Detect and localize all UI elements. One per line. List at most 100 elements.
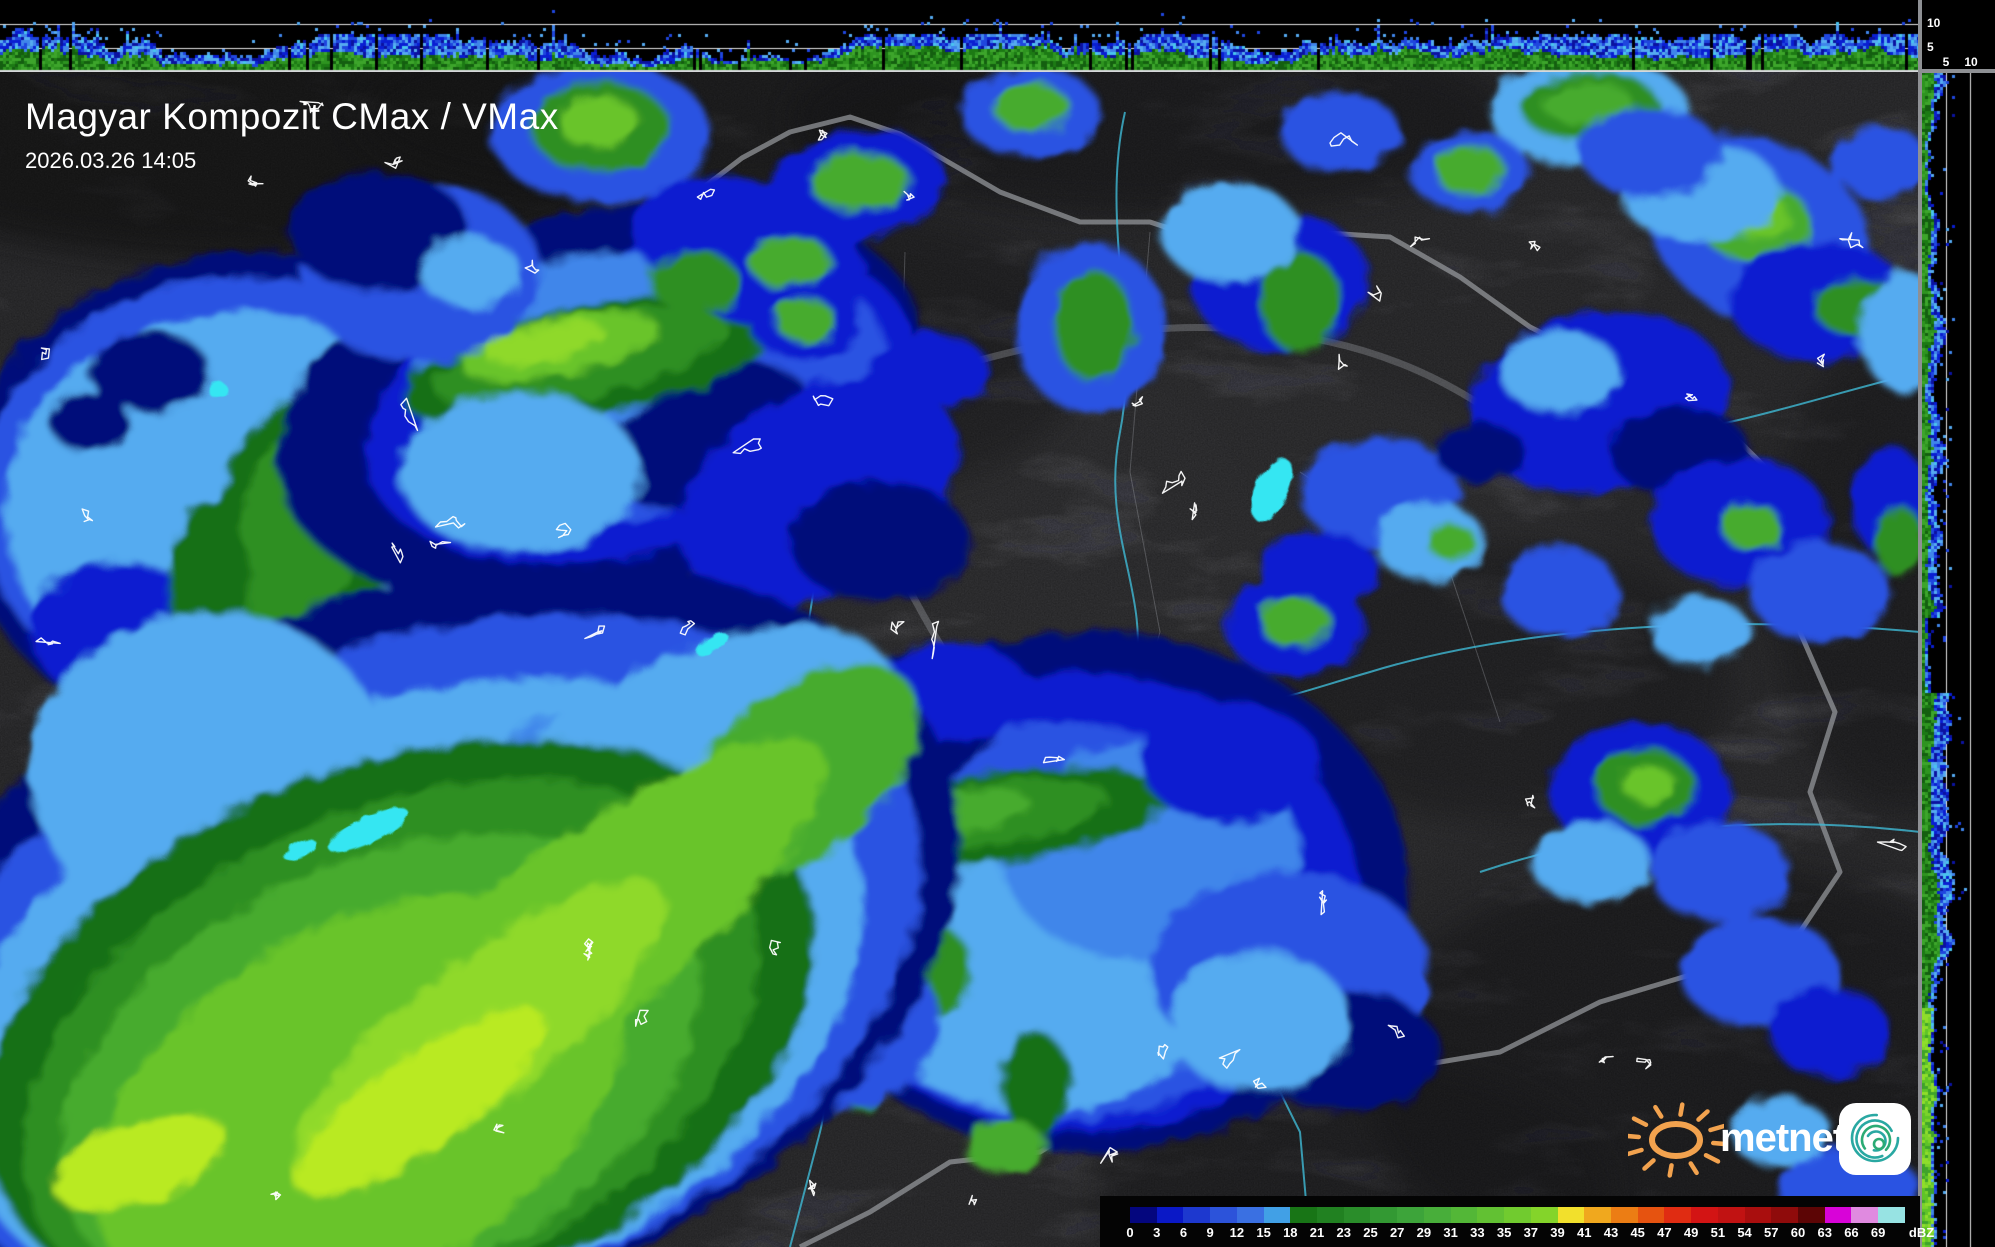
- legend-segment: [1156, 1207, 1184, 1223]
- dbz-legend: 0 3 6 9 12 15 18 21 23 25 27 29 31 33 35 37 39 41 43 45 47 49…: [1100, 1196, 1934, 1247]
- town-outline: [968, 1194, 978, 1206]
- height-tick-5: 5: [1927, 40, 1934, 54]
- timestamp: 2026.03.26 14:05: [25, 148, 197, 173]
- small-lake: [208, 382, 228, 398]
- legend-tick-label: 27: [1389, 1225, 1405, 1240]
- towns-layer: [35, 100, 1907, 1206]
- town-outline: [1337, 353, 1348, 370]
- legend-segment: [1317, 1207, 1345, 1223]
- legend-segment: [1664, 1207, 1692, 1223]
- legend-tick-label: 41: [1577, 1225, 1592, 1240]
- town-outline: [1161, 470, 1186, 494]
- legend-tick-label: 23: [1336, 1225, 1351, 1240]
- legend-segment: [1610, 1207, 1639, 1223]
- legend-segment: [1370, 1207, 1398, 1223]
- legend-tick-label: 69: [1870, 1225, 1886, 1240]
- legend-tick-label: 57: [1764, 1225, 1779, 1240]
- legend-tick-label: 45: [1630, 1225, 1645, 1240]
- lake-velence: [696, 633, 728, 655]
- town-outline: [434, 515, 466, 529]
- legend-tick-label: 9: [1206, 1225, 1214, 1240]
- legend-segment: [1824, 1207, 1852, 1223]
- town-outline: [1598, 1055, 1614, 1064]
- town-outline: [555, 522, 572, 539]
- legend-tick-label: 12: [1229, 1225, 1245, 1240]
- town-outline: [299, 100, 324, 114]
- legend-tick-label: 66: [1844, 1225, 1859, 1240]
- legend-segment: [1771, 1207, 1799, 1223]
- vmax-right-profile-strip: [1922, 72, 1995, 1247]
- echo-layer: [0, 72, 1920, 1247]
- vmax-top-profile-canvas: [0, 0, 1920, 72]
- town-outline: [1816, 353, 1825, 368]
- legend-tick-label: 39: [1550, 1225, 1565, 1240]
- town-outline: [1684, 393, 1698, 402]
- town-outline: [391, 542, 404, 564]
- town-outline: [696, 188, 716, 200]
- legend-segment: [1851, 1207, 1879, 1223]
- town-outline: [584, 625, 606, 640]
- town-outline: [903, 190, 915, 201]
- vmax-right-profile-canvas: [1922, 72, 1995, 1247]
- town-outline: [384, 156, 403, 169]
- legend-tick-label: 18: [1283, 1225, 1298, 1240]
- legend-segment: [1263, 1207, 1291, 1223]
- legend-segment: [1130, 1207, 1158, 1223]
- profile-axis-vertical-line: [1918, 0, 1922, 1247]
- profile-axis-horizontal-line: [1918, 69, 1995, 73]
- town-outline: [817, 129, 828, 141]
- town-outline: [634, 1009, 649, 1027]
- legend-tick-label: 63: [1817, 1225, 1832, 1240]
- legend-tick-label: 3: [1153, 1225, 1161, 1240]
- town-outline: [1387, 1024, 1405, 1039]
- town-outline: [35, 637, 61, 646]
- town-outline: [1318, 890, 1328, 916]
- legend-segment: [1744, 1207, 1772, 1223]
- legend-segment: [1343, 1207, 1371, 1223]
- legend-segment: [1691, 1207, 1719, 1223]
- distance-tick-10: 10: [1964, 55, 1978, 69]
- legend-segment: [1717, 1207, 1746, 1223]
- town-outline: [1876, 838, 1907, 852]
- legend-segment: [1183, 1207, 1211, 1223]
- town-outline: [732, 438, 762, 455]
- profile-axis-corner: [1920, 0, 1995, 72]
- legend-segment: [1236, 1207, 1265, 1223]
- legend-segment: [1798, 1207, 1826, 1223]
- town-outline: [1189, 502, 1198, 521]
- town-outline: [1329, 132, 1358, 147]
- legend-tick-label: 29: [1416, 1225, 1432, 1240]
- distance-tick-5: 5: [1942, 55, 1950, 69]
- town-outline: [1524, 794, 1536, 809]
- legend-segment: [1878, 1207, 1906, 1223]
- town-outline: [270, 1191, 282, 1201]
- town-outline: [1252, 1077, 1267, 1089]
- lake-tisza: [1251, 458, 1293, 522]
- town-outline: [400, 397, 419, 432]
- town-outline: [890, 621, 905, 635]
- town-outline: [1042, 755, 1065, 764]
- legend-tick-label: 6: [1179, 1225, 1188, 1240]
- legend-segment: [1450, 1207, 1478, 1223]
- legend-tick-label: 15: [1256, 1225, 1271, 1240]
- legend-segment: [1637, 1207, 1665, 1223]
- page-title: Magyar Kompozit CMax / VMax: [25, 96, 559, 137]
- legend-tick-label: 60: [1790, 1225, 1806, 1240]
- town-outline: [931, 620, 940, 660]
- metnet-logo: metnet: [1628, 1096, 1920, 1184]
- radar-map-area: [0, 72, 1920, 1247]
- town-outline: [1100, 1146, 1119, 1164]
- town-outline: [679, 620, 696, 636]
- legend-segment: [1423, 1207, 1452, 1223]
- legend-segment: [1530, 1207, 1559, 1223]
- town-outline: [1528, 240, 1541, 252]
- radar-map: [0, 72, 1920, 1247]
- town-outline: [812, 395, 834, 407]
- legend-segment: [1210, 1207, 1238, 1223]
- lake-layer: [208, 382, 1293, 861]
- app-icon: [1839, 1103, 1911, 1175]
- town-outline: [1636, 1057, 1652, 1070]
- town-outline: [807, 1179, 817, 1197]
- vmax-top-profile-strip: [0, 0, 1920, 72]
